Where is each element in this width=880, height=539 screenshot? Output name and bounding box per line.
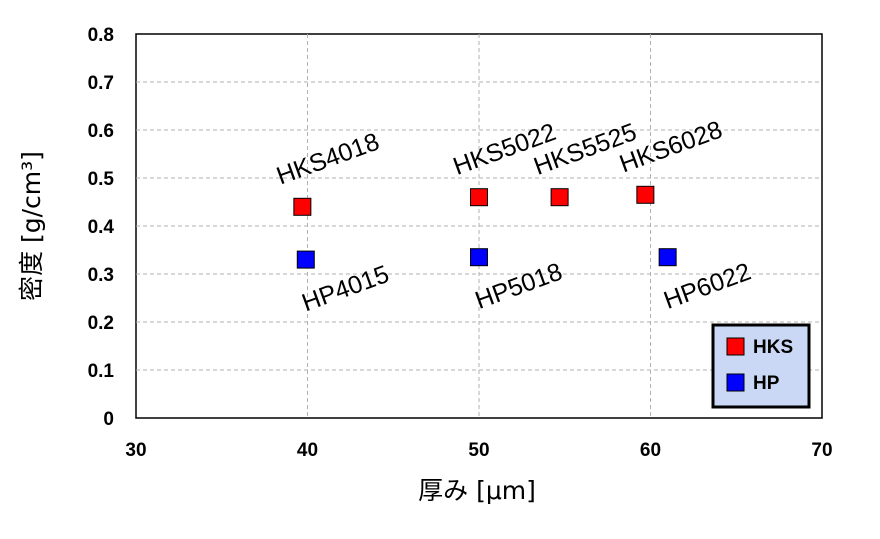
x-tick-label: 70 — [811, 440, 832, 461]
data-point-hks — [636, 185, 655, 204]
data-point-hp — [470, 248, 488, 267]
y-tick-label: 0.1 — [88, 361, 115, 382]
data-point-hks — [470, 188, 488, 207]
data-point-hks — [550, 188, 569, 207]
gridlines — [136, 34, 822, 418]
data-point-hks — [293, 197, 312, 216]
y-tick-label: 0.8 — [88, 25, 114, 46]
x-tick-label: 40 — [297, 440, 318, 461]
y-tick-label: 0.7 — [88, 73, 114, 94]
x-axis-title: 厚み [μm] — [418, 476, 536, 505]
legend: HKS HP — [711, 323, 811, 409]
legend-label-hp: HP — [753, 373, 780, 394]
x-tick-label: 60 — [640, 440, 661, 461]
y-tick-label: 0.4 — [88, 217, 115, 238]
data-points — [293, 185, 677, 269]
x-tick-label: 50 — [468, 440, 489, 461]
tick-labels: 0 0.1 0.2 0.3 0.4 0.5 0.6 0.7 0.8 30 40 50 60 70 — [88, 25, 833, 461]
y-tick-label: 0.5 — [88, 169, 115, 190]
y-tick-label: 0 — [103, 409, 114, 430]
y-axis-title: 密度 [g/cm³] — [17, 151, 46, 301]
x-tick-label: 30 — [125, 440, 146, 461]
y-tick-label: 0.3 — [88, 265, 114, 286]
legend-marker-hp — [726, 373, 745, 392]
legend-label-hks: HKS — [753, 337, 793, 358]
data-point-hp — [296, 250, 315, 269]
legend-marker-hks — [726, 337, 745, 356]
data-point-hp — [658, 248, 677, 267]
y-tick-label: 0.2 — [88, 313, 114, 334]
y-tick-label: 0.6 — [88, 121, 114, 142]
